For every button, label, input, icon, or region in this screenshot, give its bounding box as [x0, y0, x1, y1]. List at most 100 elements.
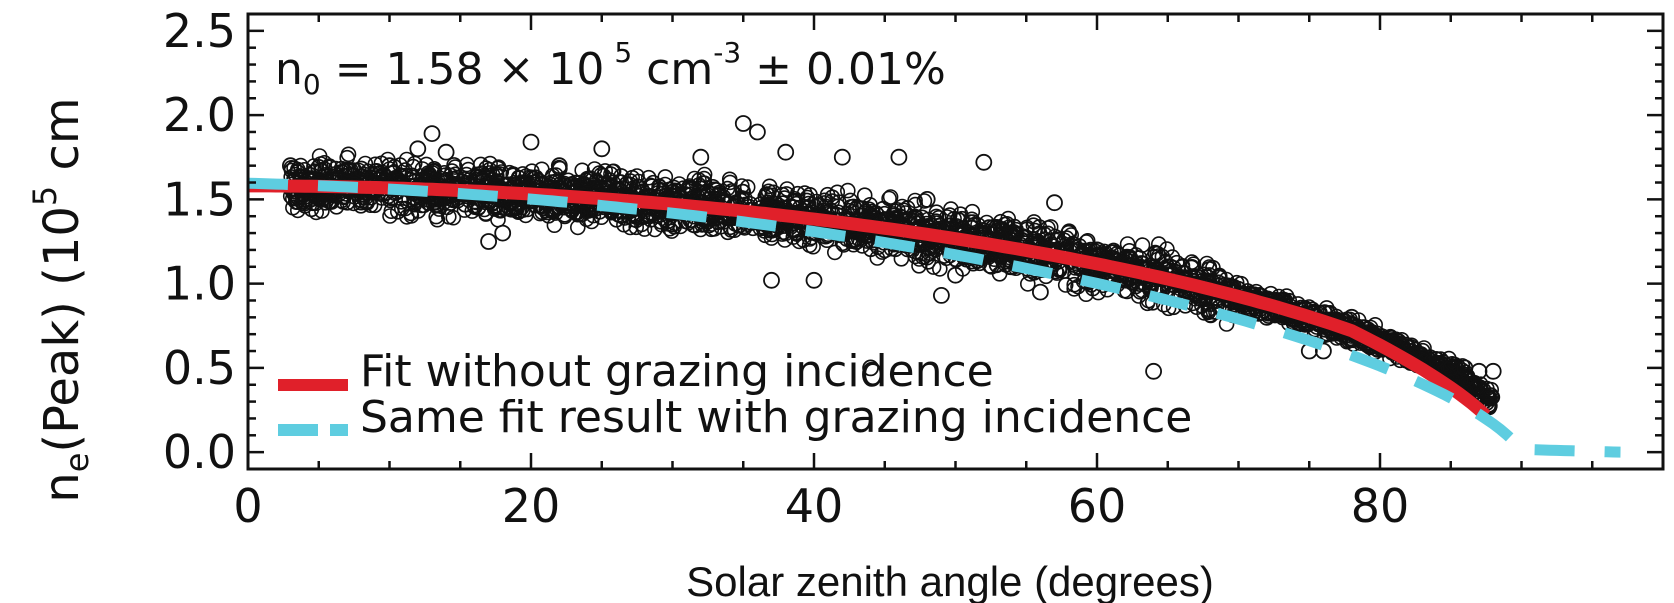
x-tick-label: 60 — [1068, 479, 1127, 533]
scatter-point-cloud — [962, 214, 979, 230]
scatter-point-cloud — [911, 257, 927, 274]
legend-label-1: Fit without grazing incidence — [360, 346, 994, 397]
scatter-point — [833, 148, 851, 166]
scatter-point-cloud — [339, 149, 356, 166]
scatter-point — [423, 125, 441, 143]
scatter-point-cloud — [1184, 254, 1200, 270]
scatter-point-cloud — [630, 173, 647, 190]
scatter-point — [579, 170, 596, 188]
scatter-point-cloud — [954, 210, 970, 227]
scatter-point-cloud — [640, 169, 657, 186]
scatter-point-cloud — [1212, 268, 1228, 285]
scatter-point-cloud — [548, 167, 564, 183]
scatter-point-cloud — [622, 176, 638, 193]
scatter-point-cloud — [786, 223, 803, 239]
y-tick-label: 0.5 — [163, 341, 236, 395]
scatter-point-cloud — [1020, 276, 1036, 292]
scatter-point-cloud — [963, 211, 980, 228]
scatter-point-cloud — [398, 151, 415, 168]
scatter-point-cloud — [946, 211, 962, 227]
scatter-point — [494, 224, 512, 242]
scatter-point-cloud — [604, 163, 621, 180]
scatter-point-cloud — [1067, 266, 1083, 283]
scatter-point — [805, 271, 823, 289]
scatter-point-cloud — [574, 206, 591, 223]
scatter-point-cloud — [842, 192, 859, 209]
scatter-point-cloud — [528, 169, 544, 186]
scatter-point — [848, 233, 865, 250]
scatter-point-cloud — [1109, 245, 1125, 262]
x-tick-label: 0 — [233, 479, 262, 533]
scatter-point-cloud — [882, 189, 899, 205]
scatter-point-cloud — [913, 245, 930, 262]
scatter-point-cloud — [608, 212, 625, 228]
scatter-point-cloud — [661, 181, 677, 198]
scatter-point — [777, 143, 795, 161]
scatter-point-cloud — [1151, 236, 1167, 252]
x-tick-label: 80 — [1351, 479, 1410, 533]
scatter-point-cloud — [595, 168, 612, 184]
scatter-point-cloud — [978, 214, 995, 231]
scatter-point-cloud — [928, 204, 945, 220]
scatter-point-cloud — [1031, 219, 1048, 235]
scatter-point-cloud — [1057, 277, 1074, 293]
scatter-point — [550, 157, 568, 175]
scatter-point — [1046, 194, 1063, 212]
fit-line-cyan — [248, 177, 1621, 458]
scatter-point-cloud — [1105, 242, 1122, 259]
scatter-point-cloud — [382, 208, 398, 224]
scatter-point-cloud — [1164, 249, 1181, 265]
scatter-point-cloud — [569, 219, 586, 236]
scatter-point — [1060, 224, 1078, 242]
scatter-point-cloud — [681, 178, 698, 194]
fit-annotation: n0 = 1.58 × 10 5 cm-3 ± 0.01% — [275, 36, 946, 101]
scatter-point-cloud — [855, 200, 871, 216]
scatter-point-cloud — [916, 193, 933, 209]
x-axis-label: Solar zenith angle (degrees) — [686, 558, 1214, 603]
scatter-point — [1315, 342, 1332, 360]
scatter-point-cloud — [843, 199, 859, 215]
scatter-point-cloud — [761, 178, 778, 195]
scatter-point-cloud — [373, 155, 390, 172]
y-tick-label: 1.0 — [163, 257, 236, 311]
scatter-point-cloud — [826, 244, 843, 261]
scatter-point — [1088, 241, 1106, 259]
scatter-point-cloud — [893, 250, 910, 267]
scatter-point-cloud — [1196, 305, 1212, 321]
scatter-point — [975, 153, 993, 171]
scatter-point — [1428, 351, 1445, 368]
legend-label-2: Same fit result with grazing incidence — [360, 392, 1192, 443]
y-tick-label: 1.5 — [163, 172, 236, 226]
scatter-point — [310, 158, 328, 176]
scatter-point-cloud — [721, 171, 738, 188]
scatter-point-cloud — [414, 161, 431, 177]
scatter-point-cloud — [943, 201, 959, 217]
scatter-point — [1456, 359, 1474, 377]
scatter-point — [749, 123, 766, 141]
scatter-point-cloud — [776, 232, 793, 248]
scatter-point-cloud — [440, 209, 457, 225]
legend: Fit without grazing incidence Same fit r… — [278, 346, 1192, 443]
scatter-point-cloud — [684, 181, 700, 197]
scatter-point-cloud — [478, 206, 494, 222]
axis-ticks — [246, 14, 1665, 469]
scatter-point-cloud — [397, 200, 414, 217]
scatter-point — [1442, 359, 1460, 377]
scatter-point-cloud — [486, 201, 503, 217]
scatter-point — [281, 157, 299, 175]
scatter-point-cloud — [885, 207, 902, 224]
scatter-point — [692, 148, 710, 166]
scatter-point — [918, 190, 936, 208]
scatter-point-cloud — [296, 196, 313, 212]
fit-lines — [248, 177, 1621, 458]
scatter-point-cloud — [418, 156, 435, 173]
x-tick-label: 20 — [502, 479, 561, 533]
scatter-point-cloud — [1484, 389, 1500, 406]
scatter-point — [734, 115, 752, 132]
scatter-point — [352, 160, 370, 178]
scatter-point-cloud — [1119, 283, 1135, 300]
scatter-point — [522, 133, 540, 151]
scatter-point-cloud — [817, 198, 834, 215]
scatter-point — [437, 143, 455, 161]
scatter-point-cloud — [637, 208, 654, 225]
